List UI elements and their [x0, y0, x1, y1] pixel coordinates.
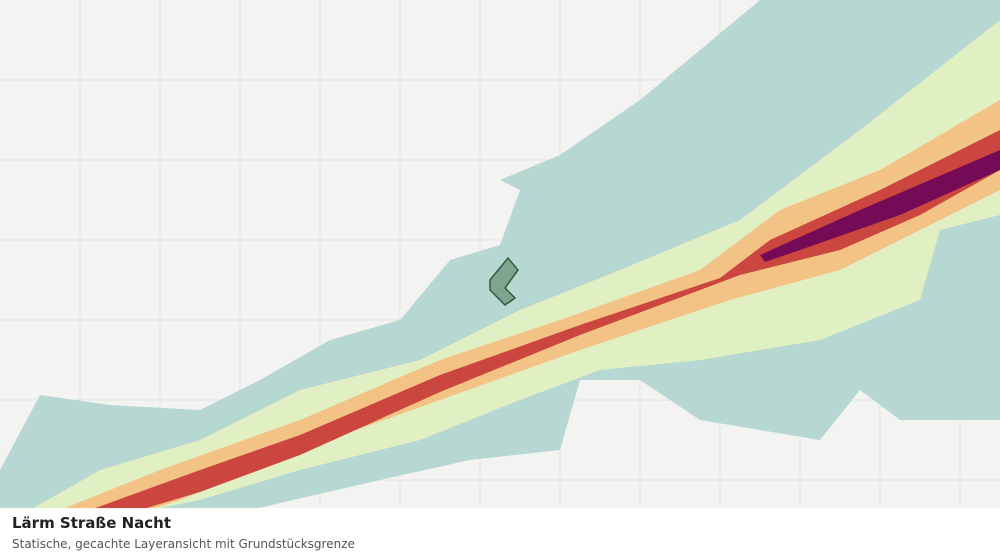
noise-zone-5	[760, 150, 1000, 262]
caption: Lärm Straße Nacht Statische, gecachte La…	[0, 508, 1000, 560]
parcel-boundary[interactable]	[489, 256, 519, 306]
caption-subtitle: Statische, gecachte Layeransicht mit Gru…	[12, 537, 355, 551]
caption-title: Lärm Straße Nacht	[12, 514, 172, 532]
noise-zone-low	[0, 0, 1000, 510]
